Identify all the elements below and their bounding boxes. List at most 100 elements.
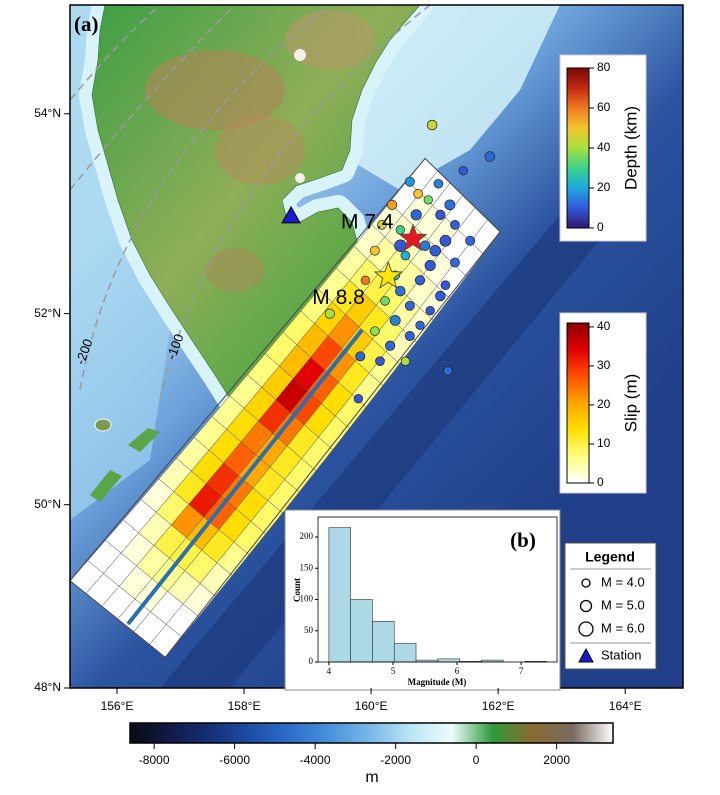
inset-x-tick-label: 5 (391, 666, 396, 676)
earthquake (386, 199, 398, 210)
inset-frame (317, 516, 558, 663)
earthquake (465, 235, 476, 246)
earthquake (424, 259, 436, 272)
earthquake (425, 306, 435, 316)
earthquake (435, 290, 446, 302)
earthquake (484, 151, 496, 162)
earthquake (413, 189, 423, 199)
earthquake (419, 240, 431, 251)
volcano (294, 49, 306, 61)
earthquake (375, 356, 385, 366)
elevation-colorbar-label: m (365, 769, 378, 786)
earthquake (360, 275, 371, 285)
slip-colorbar-title: Slip (m) (621, 374, 640, 433)
colorbar-tick-label: 0 (597, 220, 604, 234)
earthquake (426, 119, 438, 131)
colorbar-tick-label: 2000 (543, 753, 570, 767)
fault-outline (70, 157, 501, 659)
inset-label: (b) (510, 528, 536, 552)
depth-colorbar-title: Depth (km) (621, 106, 640, 190)
contour-line (70, 5, 236, 191)
inset-y-tick-label: 0 (309, 656, 314, 666)
inset-y-tick-label: 200 (300, 531, 314, 541)
colorbar-tick-label: -4000 (300, 753, 331, 767)
earthquake (443, 366, 453, 376)
earthquake (380, 296, 390, 306)
legend-label: M = 4.0 (601, 574, 645, 589)
contour-line (79, 5, 331, 391)
map-axes: 156°E 158°E 160°E 162°E 164°E 48°N 50°N 52°N 54°… (34, 106, 641, 713)
earthquake (385, 340, 396, 351)
earthquake-layer (281, 119, 496, 404)
slip-colorbar: 0 10 20 30 40 (566, 319, 611, 489)
colorbar-tick-label: 10 (597, 436, 611, 450)
trench (160, 215, 600, 688)
x-tick-label: 160°E (355, 699, 388, 713)
volcano (295, 173, 305, 183)
inset-y-label: Count (292, 578, 302, 602)
island (90, 470, 122, 502)
y-tick-label: 54°N (34, 106, 61, 120)
elevation-colorbar: -8000 -6000 -4000 -2000 0 2000 (129, 722, 614, 767)
histogram: 4 5 6 7 0 50 100 150 200 (300, 527, 548, 676)
colorbar-ramp (129, 722, 614, 744)
earthquake (429, 244, 441, 257)
y-tick-label: 48°N (34, 680, 61, 694)
x-tick-label: 156°E (101, 699, 134, 713)
earthquake (458, 166, 468, 176)
earthquake (353, 394, 364, 404)
earthquake (423, 195, 433, 205)
x-tick-label: 162°E (482, 699, 515, 713)
colorbar-tick-label: 20 (597, 180, 611, 194)
earthquake (389, 315, 401, 326)
earthquake (450, 220, 460, 230)
histogram-bar (393, 642, 417, 663)
station (281, 205, 301, 224)
earthquake (450, 257, 460, 268)
legend-symbol (581, 578, 591, 588)
earthquake (355, 351, 366, 362)
colorbar-tick-label: 0 (597, 475, 604, 489)
earthquake (400, 250, 411, 261)
colorbar-tick-label: 30 (597, 358, 611, 372)
earthquake (404, 176, 415, 187)
mainshock-label: M 8.8 (312, 286, 365, 309)
colorbar-tick-label: 0 (473, 753, 480, 767)
histogram-bar (372, 621, 395, 663)
legend-label: M = 5.0 (601, 597, 645, 612)
histogram-bar (328, 527, 351, 663)
mainshock-star (373, 260, 403, 289)
earthquake (444, 199, 456, 211)
legend-symbol (578, 621, 594, 637)
earthquake (439, 234, 452, 247)
earthquake (395, 285, 406, 297)
colorbar-tick-label: 40 (597, 140, 611, 154)
depth-colorbar: 0 20 40 60 80 (566, 60, 611, 234)
foreshock-label: M 7.4 (341, 210, 394, 233)
y-tick-label: 52°N (34, 306, 61, 320)
histogram-bar (437, 658, 460, 663)
inset-y-tick-label: 50 (304, 625, 314, 635)
histogram-bar (350, 599, 373, 663)
earthquake (395, 225, 405, 235)
colorbar-tick-label: -6000 (219, 753, 250, 767)
colorbar-ramp (566, 67, 590, 229)
colorbar-tick-label: 80 (597, 60, 611, 74)
y-tick-label: 50°N (34, 497, 61, 511)
colorbar-tick-label: 40 (597, 319, 611, 333)
earthquake (414, 275, 426, 286)
earthquake (404, 300, 415, 311)
earthquake (435, 209, 446, 220)
x-tick-label: 164°E (609, 699, 642, 713)
slab-contours (70, 5, 431, 401)
mountains (285, 10, 375, 70)
earthquake (415, 320, 425, 330)
panel-label: (a) (74, 12, 99, 36)
colorbar-tick-label: -8000 (139, 753, 170, 767)
inset-x-label: Magnitude (M) (408, 677, 467, 687)
legend-title: Legend (585, 549, 635, 565)
legend-entries: M = 4.0 M = 5.0 M = 6.0 Station (578, 574, 645, 663)
earthquake (324, 308, 335, 319)
